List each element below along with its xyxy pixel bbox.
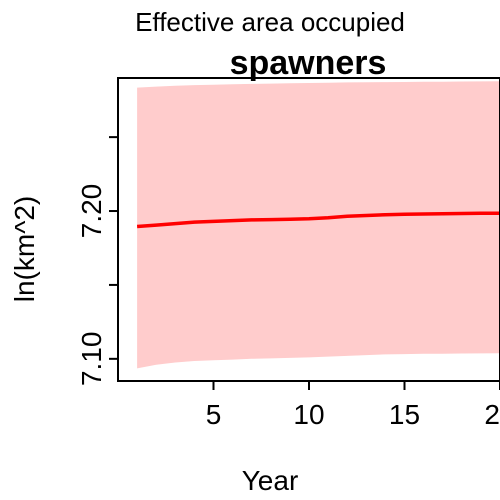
- x-axis: 5 10 15 20: [206, 381, 500, 430]
- y-tick-label: 7.10: [76, 332, 107, 387]
- x-tick-label: 5: [206, 399, 222, 430]
- confidence-band: [137, 81, 500, 369]
- chart-subtitle: spawners: [230, 44, 387, 82]
- y-axis: 7.10 7.20: [76, 136, 118, 387]
- plot-area: [136, 81, 500, 369]
- y-tick-label: 7.20: [76, 184, 107, 239]
- x-tick-label: 10: [293, 399, 324, 430]
- x-axis-label: Year: [242, 465, 299, 496]
- y-axis-label: ln(km^2): [9, 196, 40, 302]
- chart-title: Effective area occupied: [135, 7, 405, 37]
- x-tick-label: 20: [484, 399, 500, 430]
- x-tick-label: 15: [389, 399, 420, 430]
- series-line: [136, 211, 500, 229]
